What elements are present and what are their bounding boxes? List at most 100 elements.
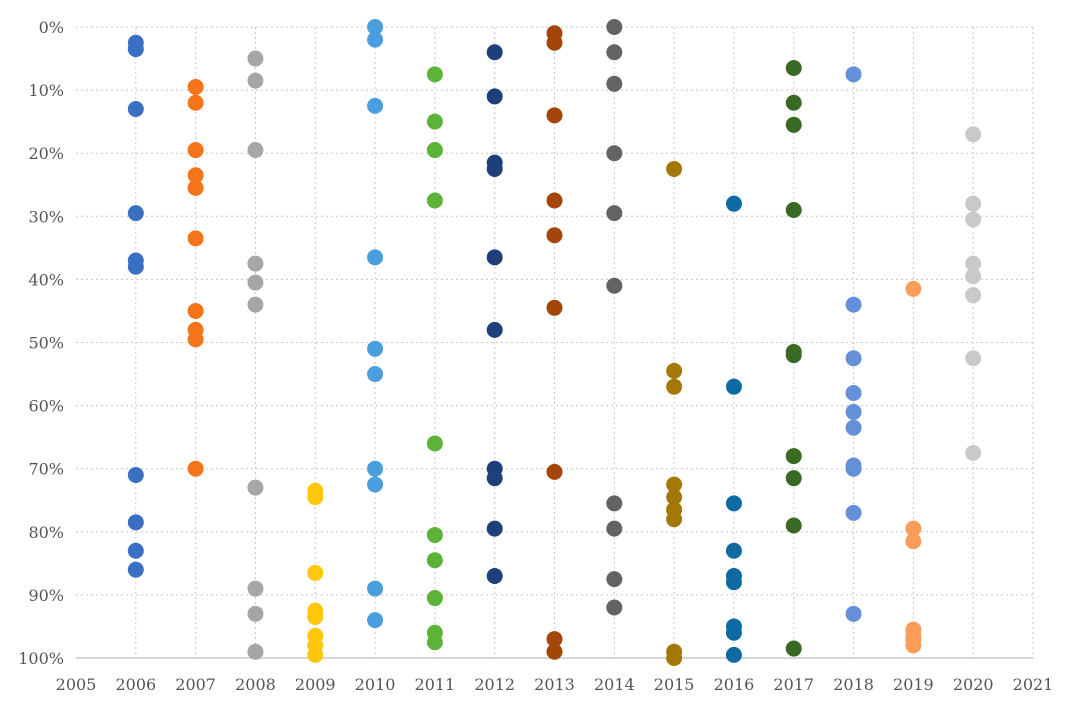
- data-point: [486, 520, 503, 537]
- data-point: [486, 160, 503, 177]
- data-point: [965, 287, 982, 304]
- data-point: [307, 564, 324, 581]
- data-point: [546, 463, 563, 480]
- data-point: [367, 19, 384, 35]
- data-point: [725, 646, 742, 663]
- data-point: [785, 517, 802, 534]
- x-tick-label: 2013: [534, 675, 575, 694]
- data-point: [426, 192, 443, 209]
- data-point: [426, 113, 443, 130]
- data-point: [606, 145, 623, 162]
- x-tick-label: 2016: [714, 675, 755, 694]
- data-point: [247, 274, 264, 291]
- data-point: [725, 624, 742, 641]
- data-point: [426, 590, 443, 607]
- data-point: [247, 255, 264, 272]
- data-point: [785, 116, 802, 133]
- data-point: [127, 467, 144, 484]
- data-point: [187, 230, 204, 247]
- data-point: [905, 637, 922, 654]
- data-point: [845, 460, 862, 477]
- data-point: [845, 605, 862, 622]
- data-point: [725, 542, 742, 559]
- data-point: [486, 249, 503, 266]
- y-axis-tick-labels: 0% 10% 20% 30% 40% 50% 60% 70% 80% 90% 100%: [18, 18, 64, 668]
- data-point: [965, 126, 982, 143]
- x-tick-label: 2018: [833, 675, 874, 694]
- data-point: [606, 44, 623, 61]
- data-point: [426, 634, 443, 651]
- data-point: [127, 258, 144, 275]
- data-point: [367, 460, 384, 477]
- data-point: [905, 520, 922, 537]
- data-point: [606, 277, 623, 294]
- data-point: [307, 608, 324, 625]
- data-point: [486, 44, 503, 61]
- data-point: [666, 511, 683, 528]
- data-point: [785, 201, 802, 218]
- x-tick-label: 2019: [893, 675, 934, 694]
- x-tick-label: 2011: [415, 675, 456, 694]
- data-point: [187, 94, 204, 111]
- data-point: [965, 211, 982, 228]
- data-point: [546, 643, 563, 660]
- data-point: [965, 350, 982, 367]
- data-point: [785, 640, 802, 657]
- x-tick-label: 2012: [474, 675, 515, 694]
- data-point: [606, 599, 623, 616]
- data-point: [606, 520, 623, 537]
- data-point: [367, 366, 384, 383]
- data-point: [367, 580, 384, 597]
- data-point: [666, 378, 683, 395]
- x-tick-label: 2017: [773, 675, 814, 694]
- data-point: [965, 195, 982, 212]
- data-point: [127, 205, 144, 222]
- data-point: [247, 50, 264, 67]
- x-axis-tick-labels: 2005 2006 2007 2008 2009 2010 2011 2012 2013 2014…: [56, 675, 1054, 694]
- data-point: [247, 72, 264, 89]
- data-point: [725, 574, 742, 591]
- data-point: [426, 66, 443, 83]
- data-point: [127, 101, 144, 118]
- y-tick-label: 90%: [28, 586, 64, 605]
- x-tick-label: 2020: [953, 675, 994, 694]
- data-point: [666, 476, 683, 493]
- data-point: [666, 362, 683, 379]
- data-point: [546, 227, 563, 244]
- data-point: [785, 448, 802, 465]
- data-point: [367, 476, 384, 493]
- data-point: [307, 489, 324, 506]
- x-tick-label: 2015: [654, 675, 695, 694]
- data-point: [785, 470, 802, 487]
- data-point: [905, 533, 922, 550]
- data-point: [127, 41, 144, 58]
- data-point: [187, 179, 204, 196]
- x-tick-label: 2014: [594, 675, 635, 694]
- data-point: [187, 167, 204, 184]
- data-point: [247, 479, 264, 496]
- data-point: [546, 34, 563, 51]
- data-point: [965, 255, 982, 272]
- data-point: [606, 571, 623, 588]
- data-point: [905, 280, 922, 297]
- y-tick-label: 80%: [28, 523, 64, 542]
- data-point: [187, 78, 204, 95]
- data-point: [606, 205, 623, 222]
- data-point: [546, 299, 563, 316]
- data-point: [845, 504, 862, 521]
- data-point: [785, 94, 802, 111]
- data-point: [426, 142, 443, 159]
- data-point: [486, 321, 503, 338]
- data-point: [785, 60, 802, 77]
- data-point: [606, 495, 623, 512]
- y-tick-label: 10%: [28, 81, 64, 100]
- data-point: [367, 249, 384, 266]
- data-point: [187, 142, 204, 159]
- data-point: [606, 19, 623, 35]
- y-tick-label: 30%: [28, 207, 64, 226]
- y-tick-label: 50%: [28, 334, 64, 353]
- data-point: [367, 31, 384, 48]
- x-tick-label: 2006: [115, 675, 156, 694]
- data-point: [785, 347, 802, 364]
